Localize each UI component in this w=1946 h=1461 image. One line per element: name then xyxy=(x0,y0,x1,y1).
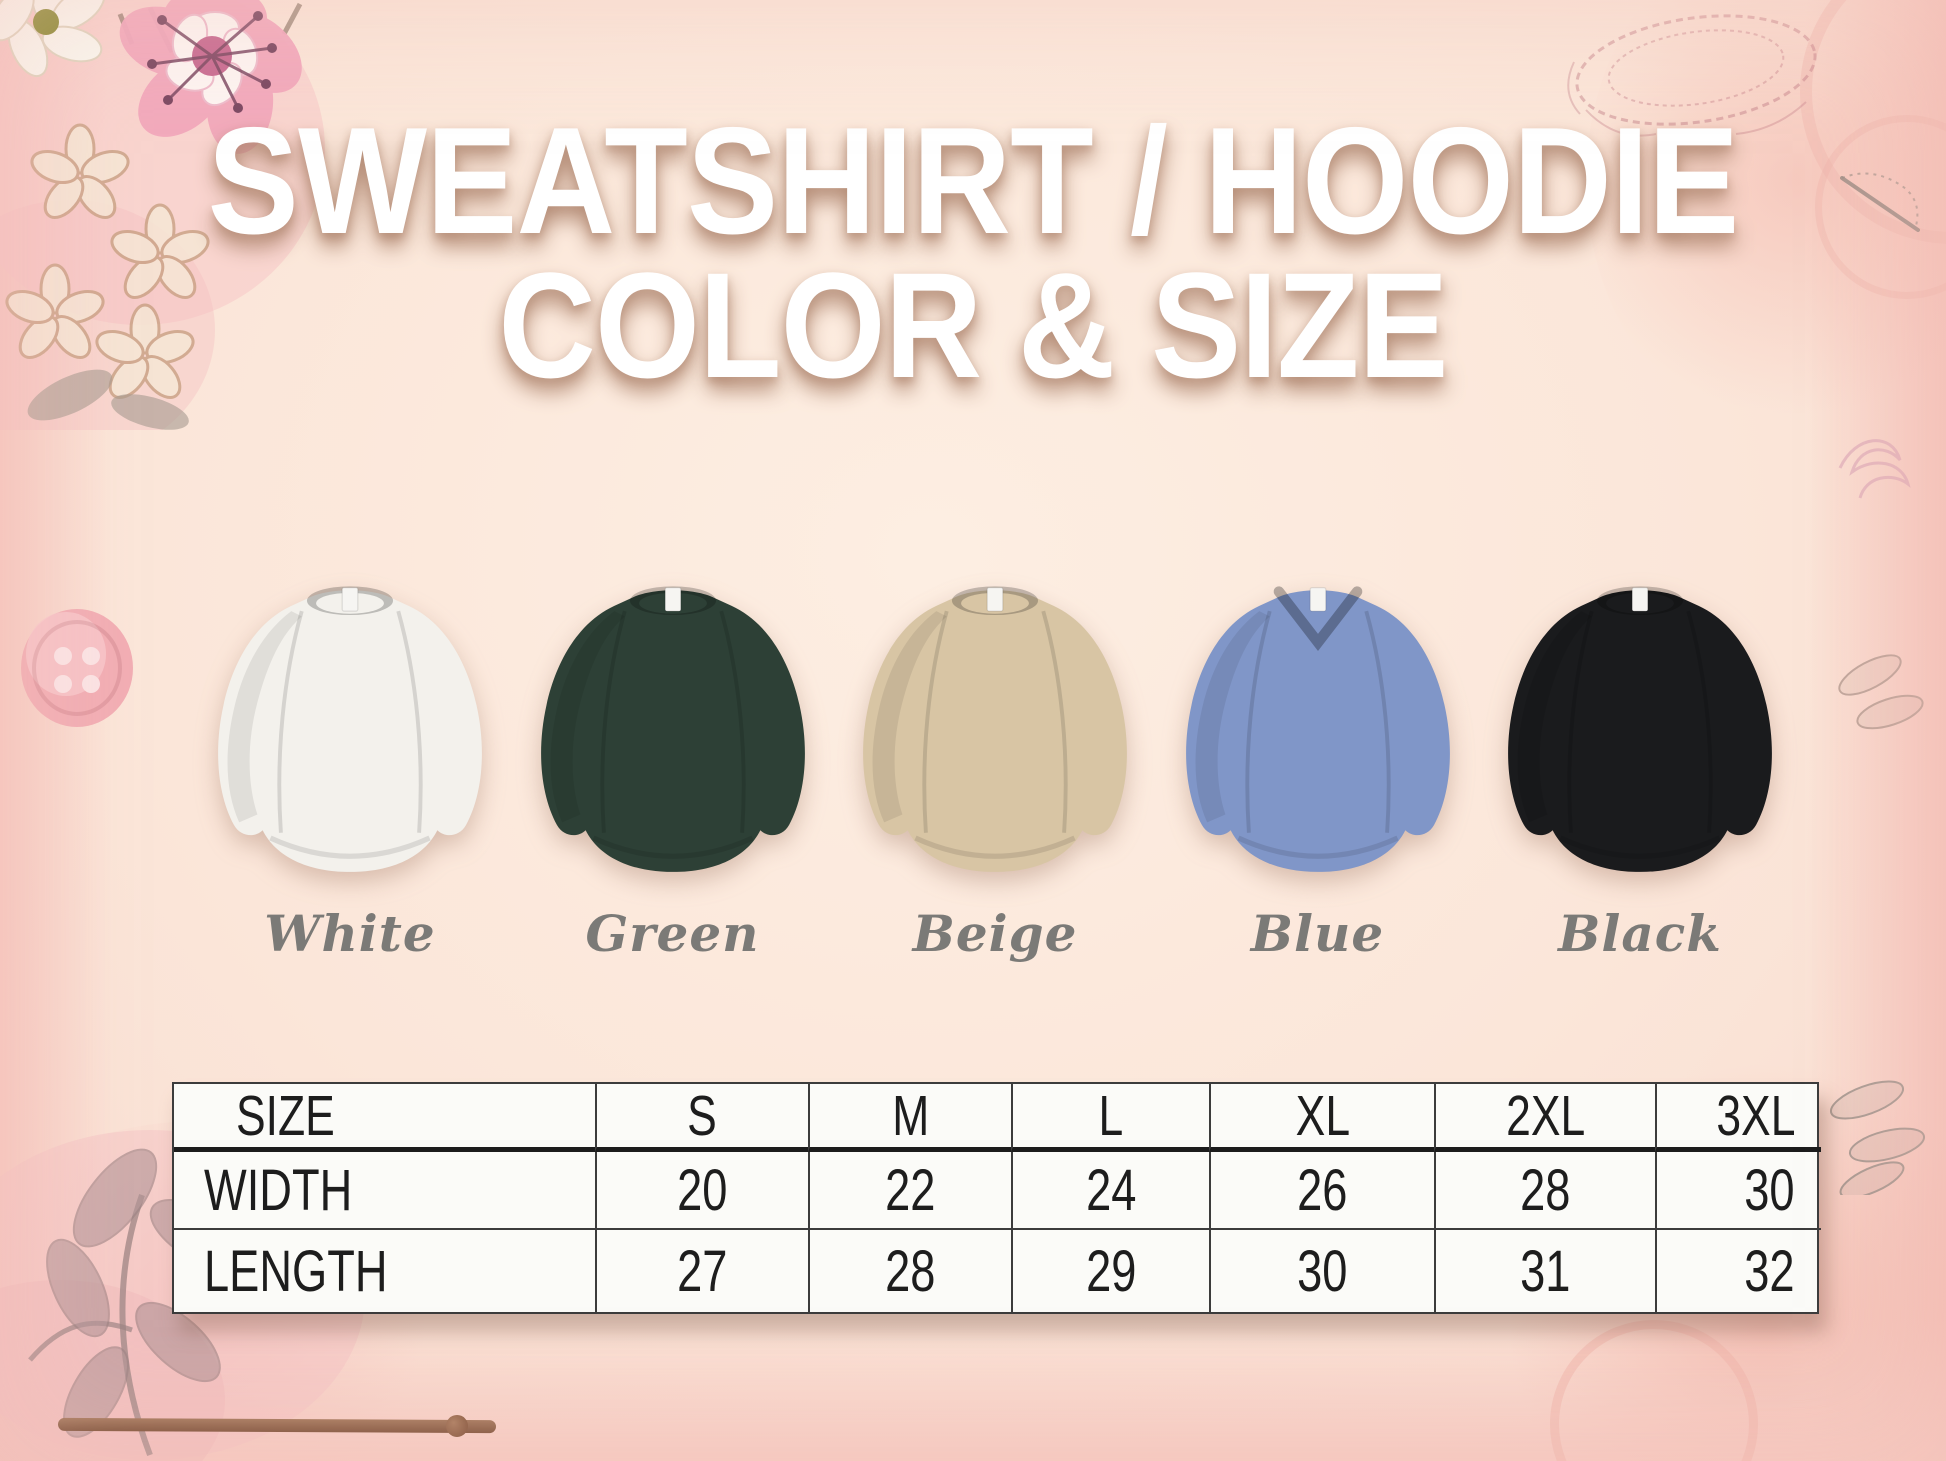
garment-black: Black xyxy=(1490,572,1790,963)
size-table-cell: 28 xyxy=(808,1230,1011,1312)
garment-row: White Green xyxy=(200,572,1790,963)
size-table-cell: 28 xyxy=(1434,1152,1655,1230)
size-table-header-3xl: 3XL xyxy=(1655,1084,1821,1152)
size-table-cell: 31 xyxy=(1434,1230,1655,1312)
sweatshirt-image xyxy=(1185,586,1450,872)
size-table-header-s: S xyxy=(595,1084,808,1152)
size-table-header-l: L xyxy=(1011,1084,1209,1152)
size-table: SIZE S M L XL 2XL 3XL WIDTH 20 22 24 26 … xyxy=(172,1082,1821,1314)
garment-beige: Beige xyxy=(845,572,1145,963)
size-table-header-2xl: 2XL xyxy=(1434,1084,1655,1152)
size-table-cell: 24 xyxy=(1011,1152,1209,1230)
size-table-header-xl: XL xyxy=(1209,1084,1434,1152)
size-table-cell: 29 xyxy=(1011,1230,1209,1312)
size-table-cell: 22 xyxy=(808,1152,1011,1230)
garment-blue: Blue xyxy=(1168,572,1468,963)
size-table-cell: 26 xyxy=(1209,1152,1434,1230)
sweatshirt-image xyxy=(863,586,1127,872)
sweatshirt-image xyxy=(218,586,482,872)
size-table-row-label: WIDTH xyxy=(174,1152,595,1230)
garment-color-label: White xyxy=(264,904,436,963)
size-table-cell: 20 xyxy=(595,1152,808,1230)
title-line-2: COLOR & SIZE xyxy=(498,241,1448,409)
sweatshirt-image xyxy=(1508,586,1772,872)
garment-color-label: Black xyxy=(1558,904,1722,963)
size-table-header-m: M xyxy=(808,1084,1011,1152)
size-table-cell: 30 xyxy=(1655,1152,1821,1230)
size-table-header-size: SIZE xyxy=(174,1084,595,1152)
size-table-row-label: LENGTH xyxy=(204,1238,388,1304)
sweatshirt-image xyxy=(540,586,805,872)
title-line-1: SWEATSHIRT / HOODIE xyxy=(207,96,1740,266)
page-title: SWEATSHIRT / HOODIE COLOR & SIZE xyxy=(0,102,1946,400)
garment-green: Green xyxy=(523,572,823,963)
size-table-cell: 27 xyxy=(595,1230,808,1312)
size-table-cell: 30 xyxy=(1209,1230,1434,1312)
garment-color-label: Beige xyxy=(912,904,1078,963)
garment-color-label: Blue xyxy=(1250,904,1385,963)
garment-color-label: Green xyxy=(585,904,760,963)
garment-white: White xyxy=(200,572,500,963)
size-table-cell: 32 xyxy=(1655,1230,1821,1312)
